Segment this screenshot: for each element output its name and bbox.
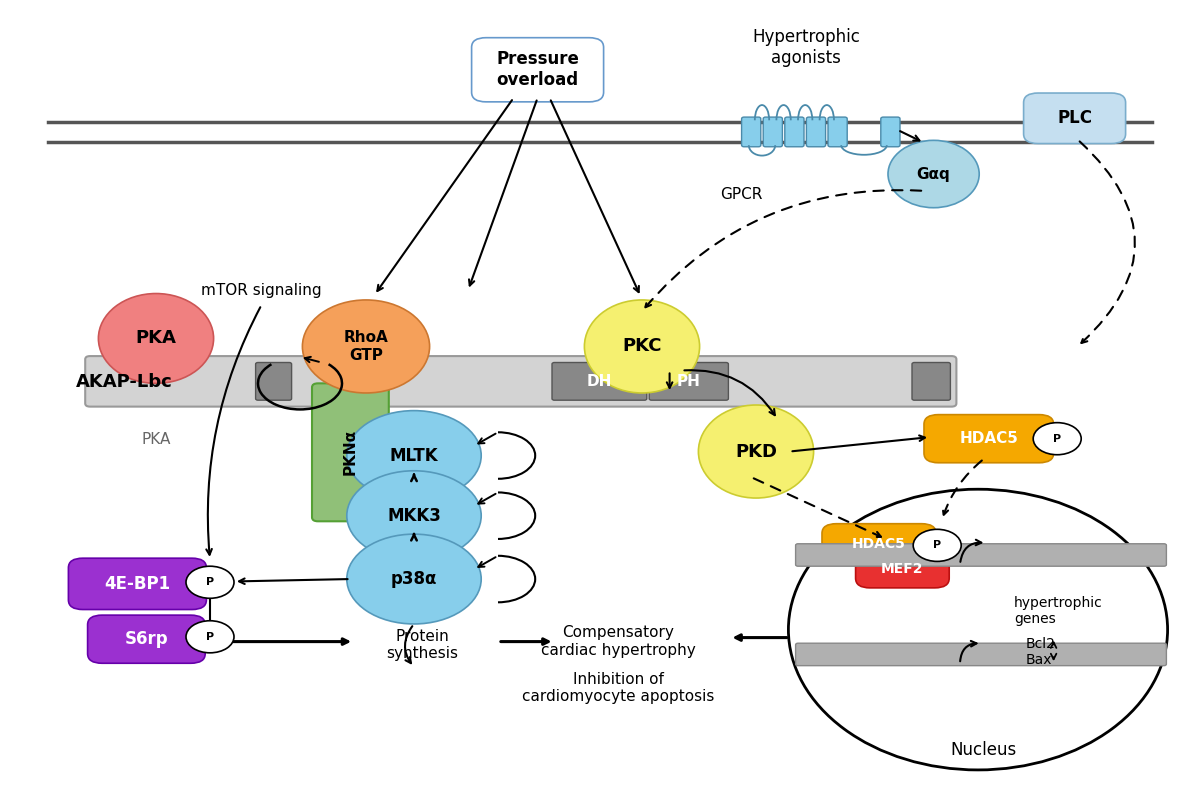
Text: MLTK: MLTK bbox=[390, 447, 438, 464]
Ellipse shape bbox=[888, 140, 979, 208]
Text: PKNα: PKNα bbox=[343, 429, 358, 476]
Text: PKD: PKD bbox=[734, 443, 778, 460]
FancyBboxPatch shape bbox=[856, 551, 949, 588]
Text: MKK3: MKK3 bbox=[388, 507, 440, 525]
FancyBboxPatch shape bbox=[68, 558, 206, 610]
Text: Compensatory
cardiac hypertrophy: Compensatory cardiac hypertrophy bbox=[541, 626, 695, 658]
Ellipse shape bbox=[698, 405, 814, 498]
FancyBboxPatch shape bbox=[881, 117, 900, 147]
Text: Gαq: Gαq bbox=[917, 167, 950, 181]
Circle shape bbox=[1033, 423, 1081, 455]
Text: DH: DH bbox=[587, 374, 612, 389]
FancyBboxPatch shape bbox=[828, 117, 847, 147]
Ellipse shape bbox=[347, 411, 481, 500]
Text: RhoA
GTP: RhoA GTP bbox=[343, 330, 389, 363]
Text: Bcl2: Bcl2 bbox=[1026, 637, 1056, 651]
FancyBboxPatch shape bbox=[88, 615, 205, 663]
Text: P: P bbox=[206, 632, 214, 642]
FancyBboxPatch shape bbox=[785, 117, 804, 147]
Text: Bax: Bax bbox=[1026, 653, 1052, 667]
FancyBboxPatch shape bbox=[763, 117, 782, 147]
Text: HDAC5: HDAC5 bbox=[852, 537, 906, 551]
FancyBboxPatch shape bbox=[1024, 93, 1126, 144]
Text: mTOR signaling: mTOR signaling bbox=[202, 283, 322, 298]
Text: HDAC5: HDAC5 bbox=[959, 431, 1019, 446]
Text: PKA: PKA bbox=[136, 330, 176, 347]
Text: GPCR: GPCR bbox=[720, 187, 763, 201]
FancyBboxPatch shape bbox=[742, 117, 761, 147]
Circle shape bbox=[913, 529, 961, 561]
Ellipse shape bbox=[98, 294, 214, 383]
FancyBboxPatch shape bbox=[552, 363, 647, 400]
Text: PKA: PKA bbox=[142, 432, 170, 447]
Text: Nucleus: Nucleus bbox=[950, 741, 1018, 759]
Text: Pressure
overload: Pressure overload bbox=[496, 51, 580, 89]
FancyBboxPatch shape bbox=[796, 544, 1166, 566]
FancyBboxPatch shape bbox=[912, 363, 950, 400]
Circle shape bbox=[186, 566, 234, 598]
Text: P: P bbox=[934, 541, 941, 550]
Text: Inhibition of
cardiomyocyte apoptosis: Inhibition of cardiomyocyte apoptosis bbox=[522, 672, 714, 704]
FancyBboxPatch shape bbox=[924, 415, 1054, 463]
Text: p38α: p38α bbox=[391, 570, 437, 588]
FancyBboxPatch shape bbox=[649, 363, 728, 400]
Ellipse shape bbox=[584, 300, 700, 393]
FancyBboxPatch shape bbox=[796, 643, 1166, 666]
Text: P: P bbox=[206, 577, 214, 587]
FancyBboxPatch shape bbox=[472, 38, 604, 102]
FancyBboxPatch shape bbox=[256, 363, 292, 400]
Ellipse shape bbox=[347, 534, 481, 624]
Circle shape bbox=[186, 621, 234, 653]
FancyBboxPatch shape bbox=[806, 117, 826, 147]
Ellipse shape bbox=[302, 300, 430, 393]
Text: Protein
synthesis: Protein synthesis bbox=[386, 629, 458, 661]
Text: PLC: PLC bbox=[1057, 109, 1092, 128]
Text: MEF2: MEF2 bbox=[881, 562, 924, 577]
Text: 4E-BP1: 4E-BP1 bbox=[104, 575, 170, 593]
Text: S6rp: S6rp bbox=[125, 630, 168, 648]
FancyBboxPatch shape bbox=[822, 524, 936, 564]
Text: hypertrophic
genes: hypertrophic genes bbox=[1014, 596, 1103, 626]
Text: P: P bbox=[1054, 434, 1061, 444]
FancyBboxPatch shape bbox=[85, 356, 956, 407]
Ellipse shape bbox=[347, 471, 481, 561]
Text: PKC: PKC bbox=[623, 338, 661, 355]
Text: PH: PH bbox=[677, 374, 701, 389]
Text: AKAP-Lbc: AKAP-Lbc bbox=[76, 373, 173, 391]
Text: Hypertrophic
agonists: Hypertrophic agonists bbox=[752, 28, 860, 67]
FancyBboxPatch shape bbox=[312, 383, 389, 521]
